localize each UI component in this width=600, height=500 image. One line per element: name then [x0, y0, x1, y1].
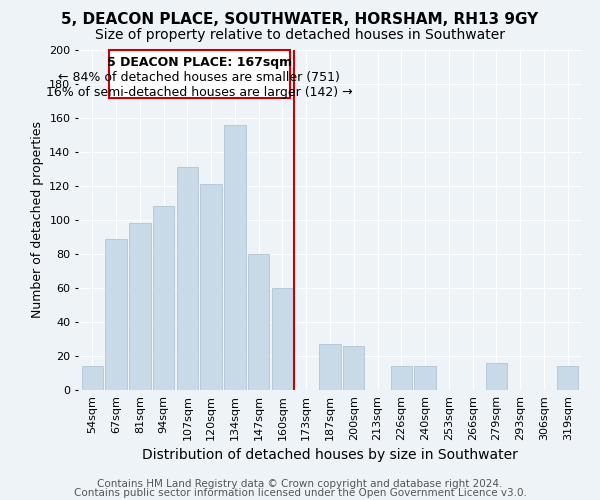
Bar [153, 206, 174, 390]
Bar [486, 363, 507, 390]
FancyBboxPatch shape [109, 50, 290, 98]
Bar [343, 346, 364, 390]
Bar [557, 366, 578, 390]
Bar [176, 168, 198, 390]
Bar [248, 254, 269, 390]
Bar [272, 288, 293, 390]
Text: Contains public sector information licensed under the Open Government Licence v3: Contains public sector information licen… [74, 488, 526, 498]
Y-axis label: Number of detached properties: Number of detached properties [31, 122, 44, 318]
Bar [106, 238, 127, 390]
Bar [200, 184, 222, 390]
Text: Size of property relative to detached houses in Southwater: Size of property relative to detached ho… [95, 28, 505, 42]
Text: 16% of semi-detached houses are larger (142) →: 16% of semi-detached houses are larger (… [46, 86, 353, 98]
Text: ← 84% of detached houses are smaller (751): ← 84% of detached houses are smaller (75… [58, 71, 340, 84]
Bar [129, 224, 151, 390]
Bar [224, 125, 245, 390]
Bar [82, 366, 103, 390]
Text: 5 DEACON PLACE: 167sqm: 5 DEACON PLACE: 167sqm [107, 56, 292, 69]
X-axis label: Distribution of detached houses by size in Southwater: Distribution of detached houses by size … [142, 448, 518, 462]
Bar [391, 366, 412, 390]
Bar [319, 344, 341, 390]
Bar [415, 366, 436, 390]
Text: Contains HM Land Registry data © Crown copyright and database right 2024.: Contains HM Land Registry data © Crown c… [97, 479, 503, 489]
Text: 5, DEACON PLACE, SOUTHWATER, HORSHAM, RH13 9GY: 5, DEACON PLACE, SOUTHWATER, HORSHAM, RH… [61, 12, 539, 28]
